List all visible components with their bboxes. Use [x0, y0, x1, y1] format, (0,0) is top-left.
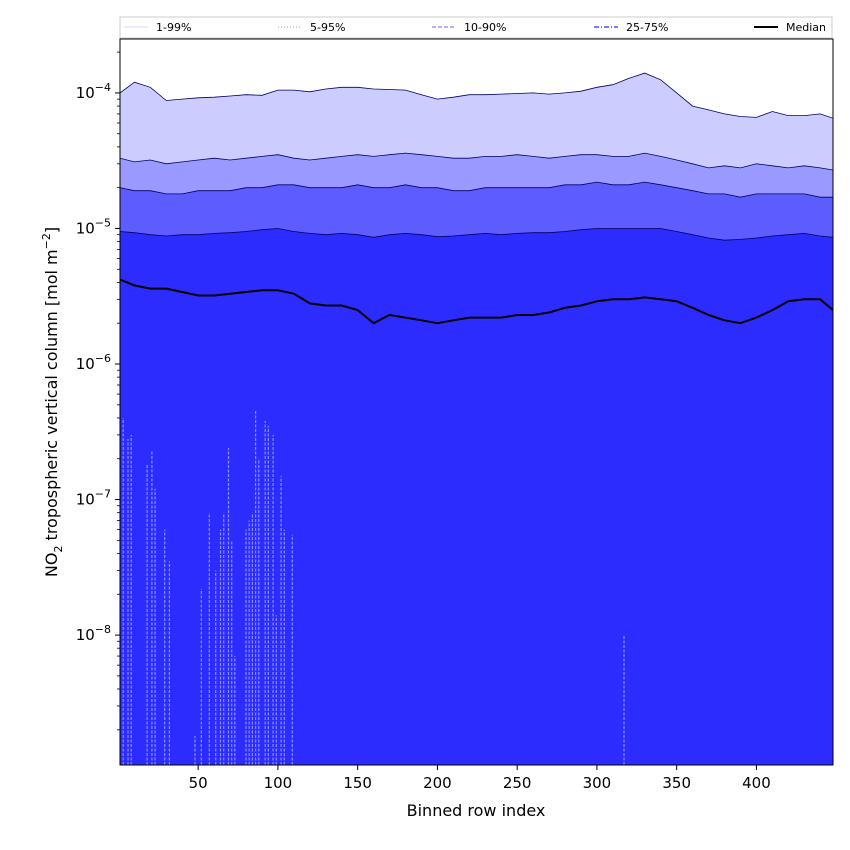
legend-label-1: 5-95% — [310, 21, 345, 34]
band-edge-5-95 — [120, 152, 833, 171]
median-line — [120, 278, 833, 325]
percentile-bands — [120, 72, 833, 765]
band-25-75 — [120, 228, 833, 765]
legend: 1-99% 5-95% 10-90% 25-75% Median — [119, 16, 833, 39]
y-tick-label--5: 10−5 — [76, 216, 111, 237]
x-tick-label-100: 100 — [264, 774, 293, 792]
y-tick-label--7: 10−7 — [76, 488, 111, 509]
x-tick-label-50: 50 — [189, 774, 208, 792]
x-tick-label-400: 400 — [742, 774, 771, 792]
legend-label-2: 10-90% — [464, 21, 506, 34]
x-tick-label-200: 200 — [423, 774, 452, 792]
x-tick-label-250: 250 — [503, 774, 532, 792]
y-tick-label--6: 10−6 — [76, 352, 111, 373]
x-tick-label-350: 350 — [662, 774, 691, 792]
x-axis: 50 100 150 200 250 300 350 400 — [189, 765, 771, 792]
legend-label-0: 1-99% — [156, 21, 191, 34]
band-edge-25-75 — [120, 228, 833, 241]
legend-box — [119, 16, 833, 39]
median-line-group — [120, 278, 833, 325]
y-axis: 10−8 10−7 10−6 10−5 10−4 — [76, 51, 120, 731]
y-axis-label: NO2 tropospheric vertical column [mol m−… — [40, 227, 65, 577]
plot-frame — [119, 38, 834, 766]
low-value-spikes — [122, 411, 625, 765]
x-tick-label-150: 150 — [343, 774, 372, 792]
band-edge-10-90 — [120, 181, 833, 198]
y-tick-label--4: 10−4 — [76, 81, 111, 102]
legend-label-3: 25-75% — [626, 21, 668, 34]
band-edge-1-99 — [120, 72, 833, 119]
x-tick-label-300: 300 — [583, 774, 612, 792]
legend-label-4: Median — [786, 21, 826, 34]
y-tick-label--8: 10−8 — [76, 623, 111, 644]
x-axis-label: Binned row index — [407, 801, 546, 820]
